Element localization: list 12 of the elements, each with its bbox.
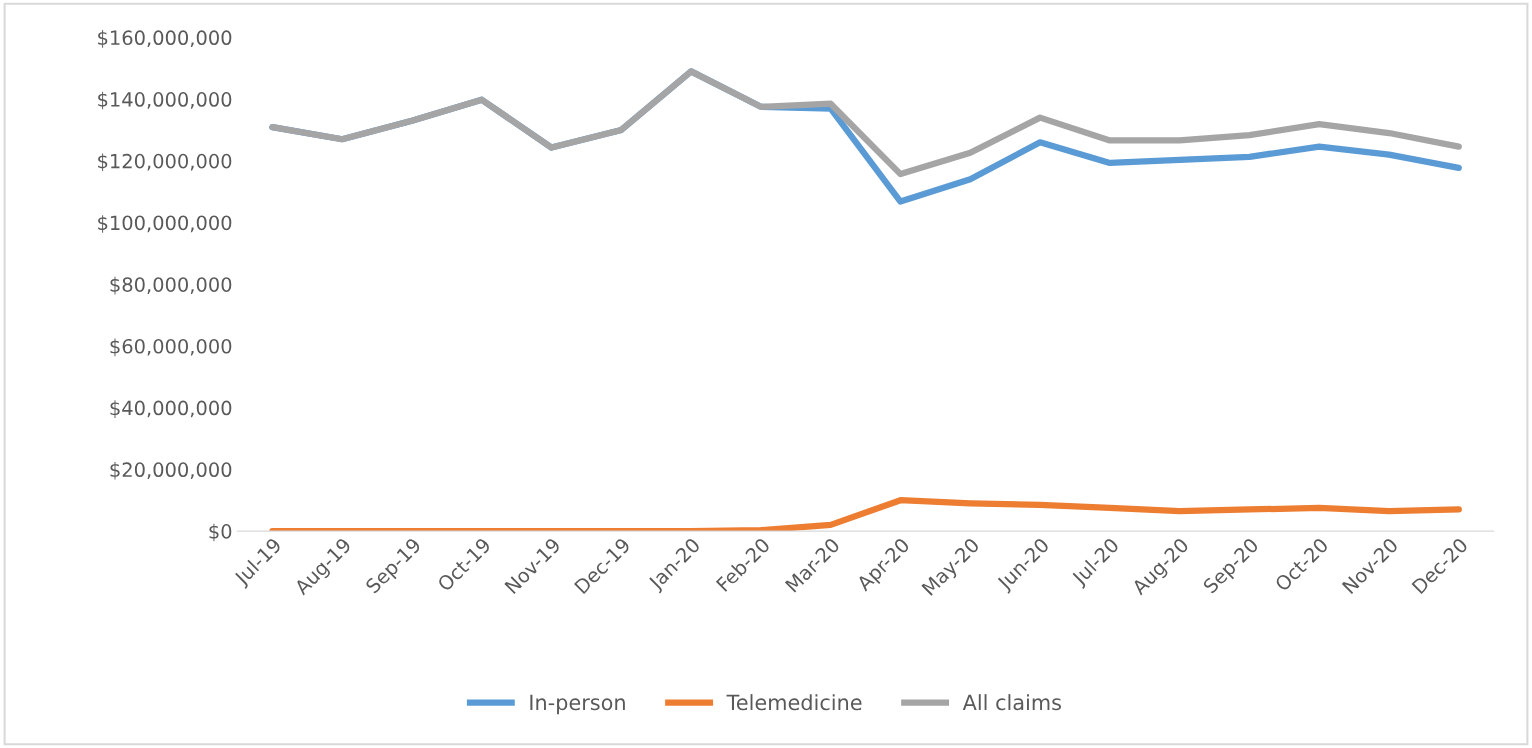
y-tick-label: $20,000,000 [110, 461, 232, 480]
legend-label: Telemedicine [726, 694, 862, 711]
y-tick-label: $40,000,000 [110, 400, 232, 418]
legend-label: All claims [962, 694, 1061, 711]
legend-label: In-person [530, 694, 625, 715]
y-tick-label: $140,000,000 [98, 91, 232, 110]
y-tick-label: $160,000,000 [98, 30, 232, 48]
y-tick-label: $0 [209, 523, 232, 542]
y-tick-label: $60,000,000 [110, 338, 232, 357]
y-tick-label: $80,000,000 [110, 276, 232, 295]
y-tick-label: $120,000,000 [98, 153, 232, 172]
y-tick-label: $100,000,000 [98, 215, 232, 233]
